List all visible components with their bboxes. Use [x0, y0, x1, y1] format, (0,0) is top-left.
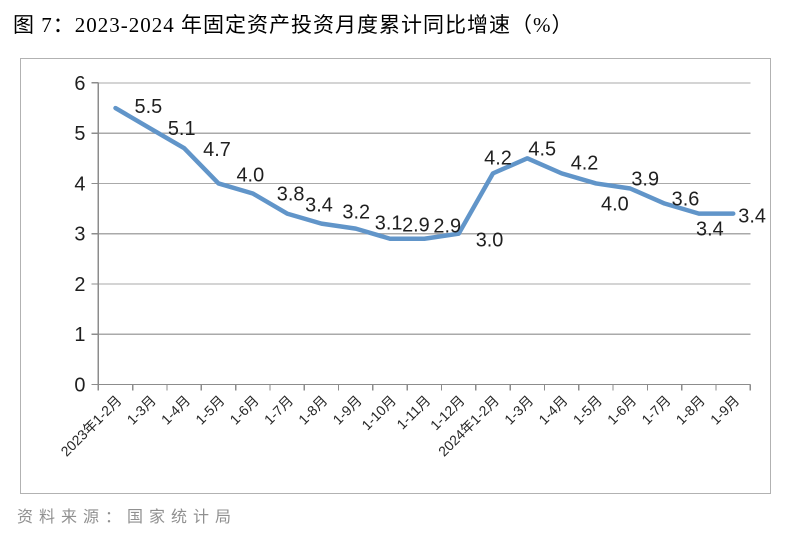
- x-tick-label: 1-5月: [570, 392, 605, 427]
- x-tick-label: 2023年1-2月: [57, 392, 124, 459]
- data-point-label: 5.1: [168, 118, 196, 140]
- data-point-label: 3.6: [672, 189, 700, 211]
- data-point-label: 4.7: [203, 139, 231, 161]
- chart-title: 图 7：2023-2024 年固定资产投资月度累计同比增速（%）: [13, 13, 574, 37]
- y-tick-label: 3: [74, 224, 85, 246]
- y-tick-label: 4: [74, 173, 85, 195]
- x-tick-label: 1-5月: [192, 392, 227, 427]
- x-tick-label: 1-9月: [707, 392, 742, 427]
- y-tick-label: 1: [74, 324, 85, 346]
- x-tick-label: 1-4月: [535, 392, 570, 427]
- data-point-label: 3.4: [738, 206, 766, 228]
- x-tick-label: 1-6月: [226, 392, 261, 427]
- data-point-label: 3.0: [476, 230, 504, 252]
- data-point-label: 3.2: [342, 202, 370, 224]
- series-line: [113, 105, 736, 242]
- data-point-label: 2.9: [402, 215, 430, 237]
- y-tick-label: 0: [74, 374, 85, 396]
- y-tick-label: 2: [74, 274, 85, 296]
- data-point-label: 3.4: [305, 195, 333, 217]
- x-tick-label: 1-11月: [393, 392, 433, 432]
- data-point-label: 4.0: [601, 193, 629, 215]
- data-point-label: 5.5: [135, 96, 163, 118]
- data-point-label: 4.2: [484, 147, 512, 169]
- y-tick-label: 5: [74, 123, 85, 145]
- x-tick-label: 1-6月: [604, 392, 639, 427]
- data-point-label: 3.1: [375, 213, 403, 235]
- x-tick-label: 1-8月: [295, 392, 330, 427]
- y-tick-label: 6: [74, 73, 85, 95]
- chart-frame: 0 1 2 3 4 5 6 5.5 5.1 4.7 4.0 3.8 3.4 3.2 3.1 2.9 2.9 3.0…: [20, 58, 771, 494]
- x-tick-label: 1-7月: [638, 392, 673, 427]
- x-tick-label: 1-8月: [673, 392, 708, 427]
- x-tick-label: 1-4月: [158, 392, 193, 427]
- x-tick-label: 1-3月: [124, 392, 159, 427]
- data-point-label: 4.0: [236, 164, 264, 186]
- x-tick-label: 1-3月: [501, 392, 536, 427]
- data-point-label: 3.8: [277, 183, 305, 205]
- x-tick-label: 1-10月: [358, 392, 399, 433]
- data-point-label: 4.2: [571, 152, 599, 174]
- source-note: 资料来源：国家统计局: [17, 509, 238, 526]
- data-point-label: 3.9: [631, 168, 659, 190]
- data-point-label: 2.9: [433, 216, 461, 238]
- x-tick-label: 1-7月: [261, 392, 296, 427]
- data-point-label: 3.4: [696, 218, 724, 240]
- data-point-label: 4.5: [528, 138, 556, 160]
